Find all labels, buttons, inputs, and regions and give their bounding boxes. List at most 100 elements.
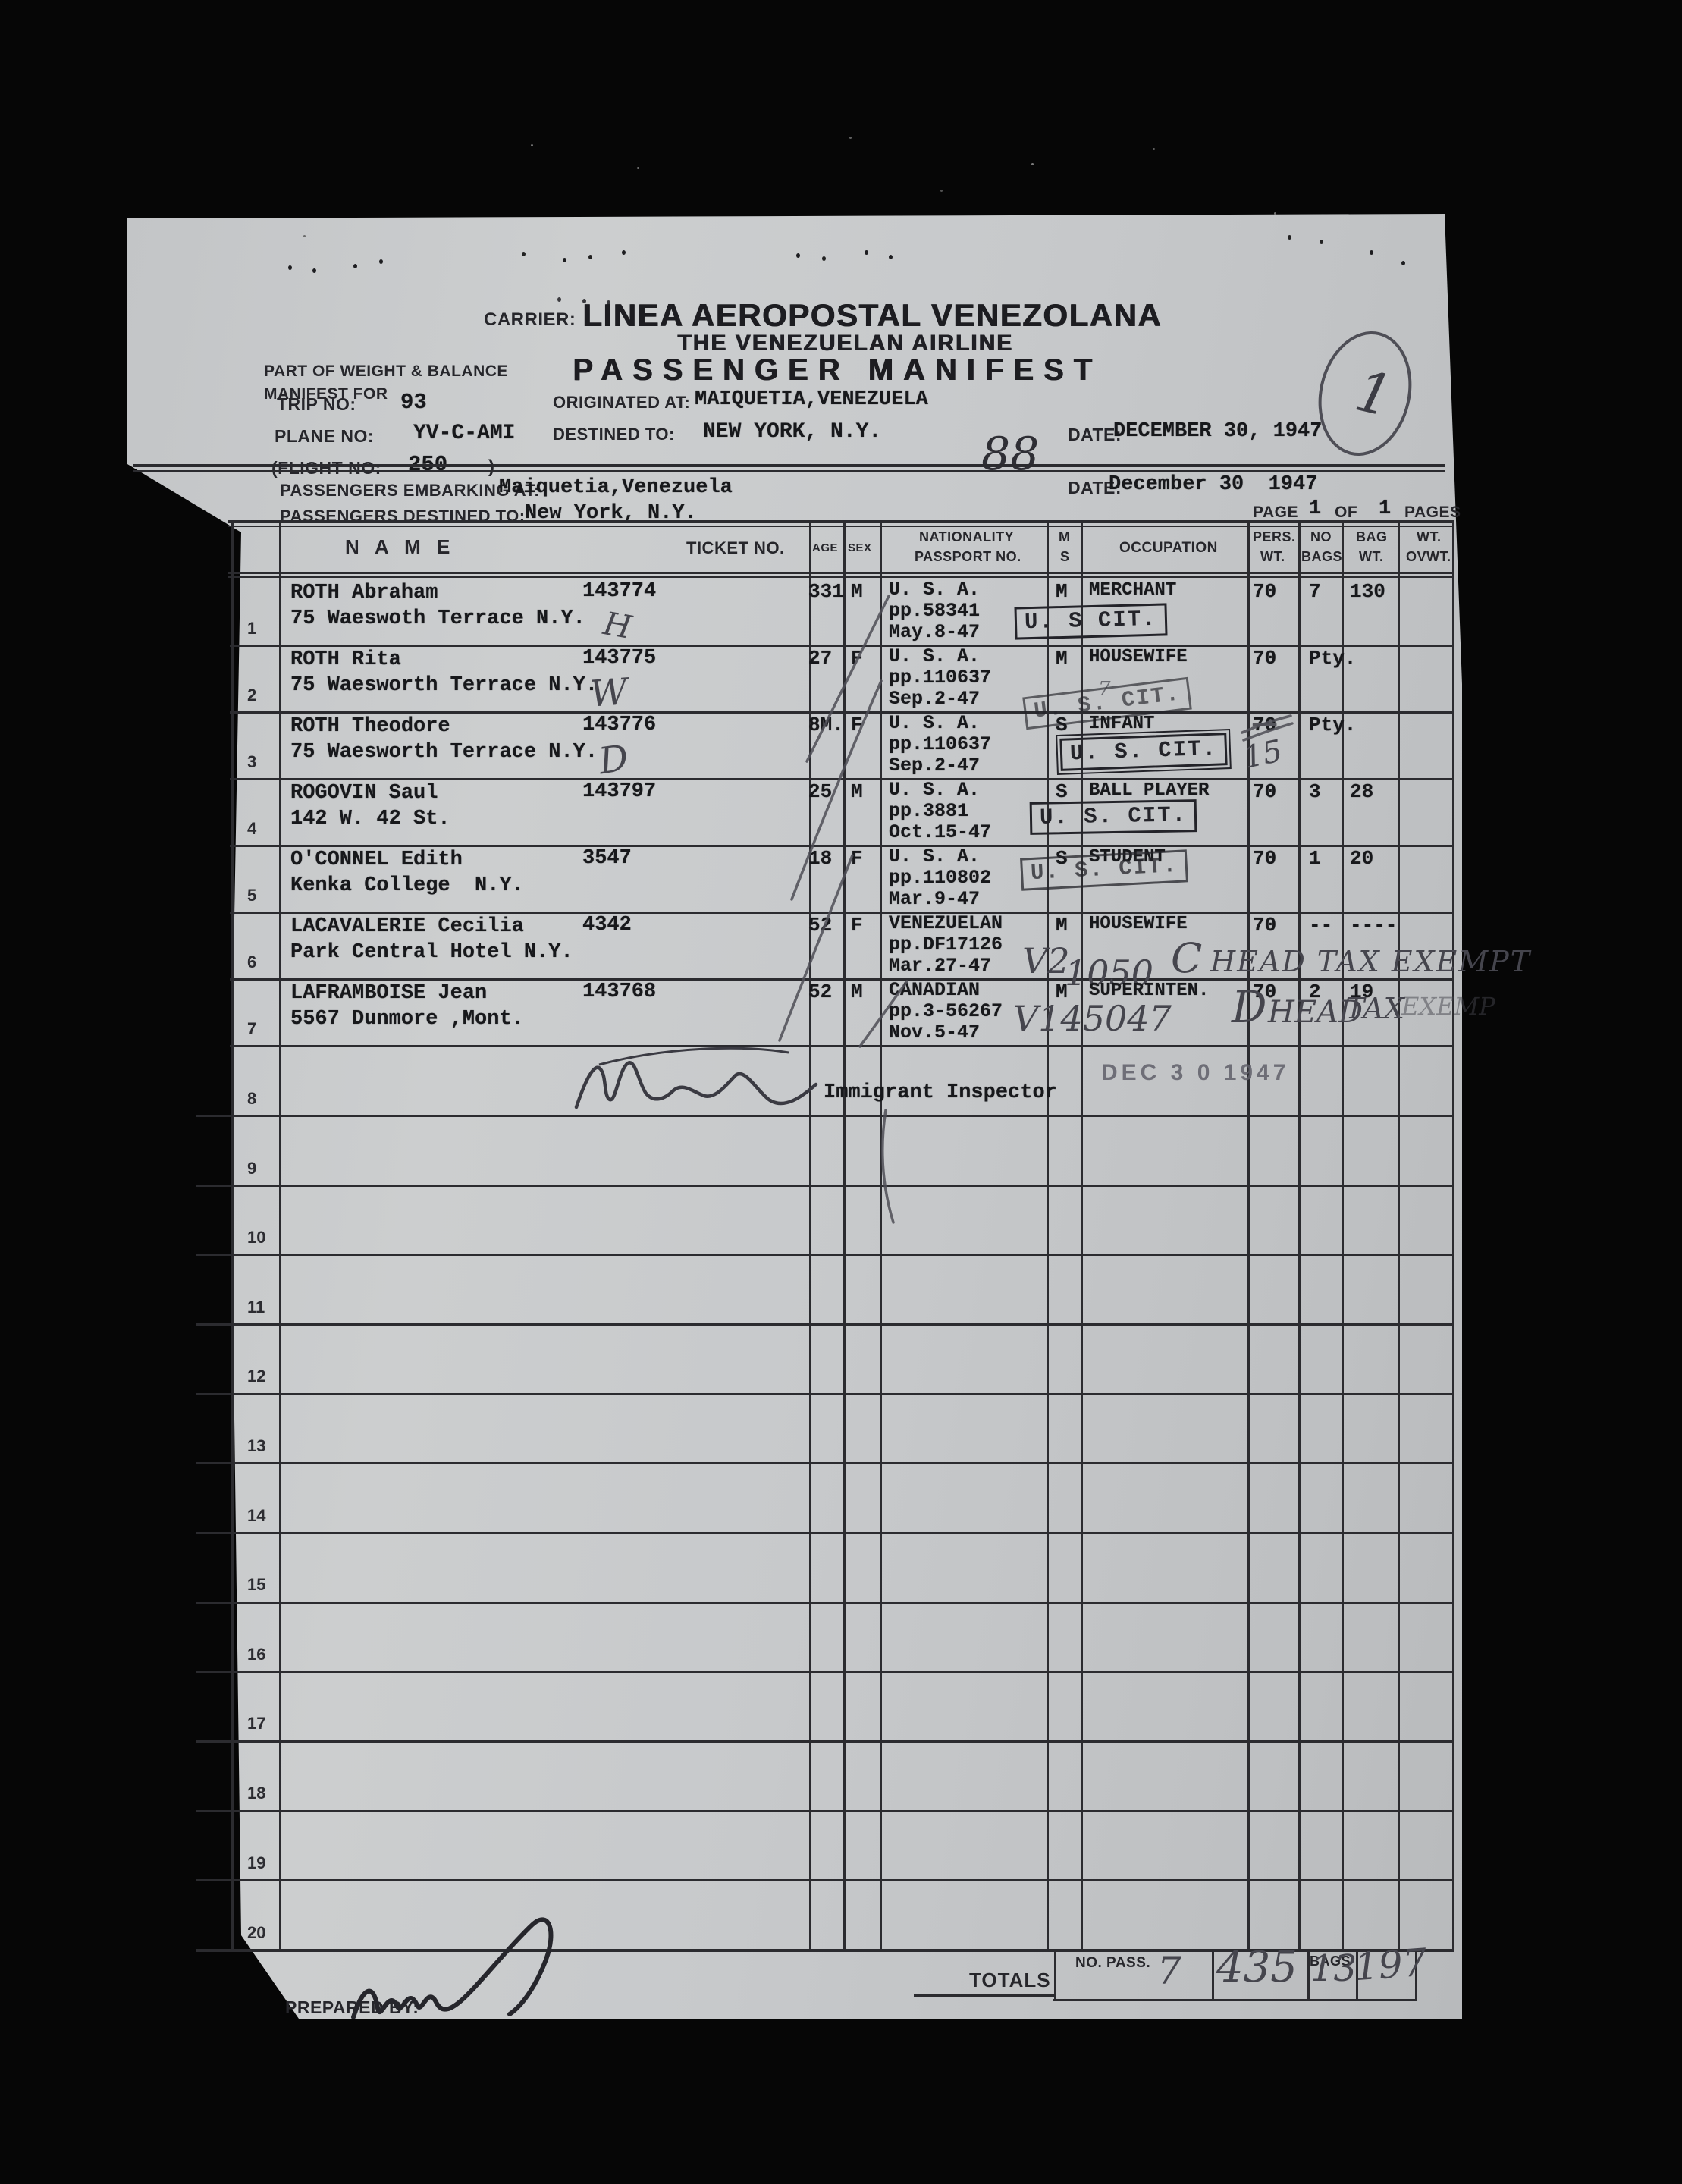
- row-number-10: 10: [247, 1228, 266, 1247]
- pencil-note-88: 88: [981, 428, 1040, 481]
- inspector-signature: [574, 1061, 818, 1109]
- row-4-address: 142 W. 42 St.: [290, 808, 450, 830]
- doc-title: PASSENGER MANIFEST: [573, 353, 1102, 387]
- total-pers-wt-value: 435: [1216, 1943, 1298, 1992]
- total-bags-value: 13: [1310, 1947, 1357, 1990]
- col-header-ms-s: S: [1060, 549, 1070, 564]
- column-line: [1247, 520, 1250, 1949]
- col-header-no-bags-1: NO: [1310, 529, 1332, 544]
- header-bottom-rule: [228, 572, 1453, 574]
- row-5-age: 18: [808, 847, 833, 870]
- row-6-ppd: Mar.27-47: [889, 955, 992, 977]
- weight-note-line1: PART OF WEIGHT & BALANCE: [264, 362, 508, 380]
- col-header-passport: PASSPORT NO.: [915, 549, 1021, 564]
- row-2-ppd: Sep.2-47: [889, 688, 981, 710]
- header-rule: [133, 464, 1445, 467]
- row-5-address: Kenka College N.Y.: [290, 874, 524, 897]
- row-number-14: 14: [247, 1506, 266, 1525]
- row-6-wt: 70: [1253, 914, 1277, 937]
- row-2-ticket: 143775: [582, 647, 657, 670]
- row-4-sex: M: [851, 780, 863, 803]
- carrier-subtitle: THE VENEZUELAN AIRLINE: [677, 331, 1013, 356]
- row-4-bagwt: 28: [1350, 780, 1374, 803]
- pencil-slash-2: [790, 679, 883, 901]
- row-2-pp: pp.110637: [889, 667, 992, 689]
- pencil-annotation: V145047: [1013, 998, 1172, 1039]
- column-line: [809, 520, 811, 1949]
- row-4-bags: 3: [1309, 780, 1321, 803]
- col-header-ms-m: M: [1059, 529, 1071, 544]
- row-1-occ: MERCHANT: [1089, 580, 1177, 601]
- originated-label: ORIGINATED AT:: [553, 393, 691, 412]
- row-divider: [196, 1879, 1452, 1881]
- pencil-annotation: 1050: [1065, 952, 1154, 993]
- row-4-age: 25: [808, 780, 833, 803]
- row-divider: [196, 1671, 1452, 1673]
- row-number-12: 12: [247, 1367, 266, 1385]
- no-pass-label: NO. PASS.: [1075, 1955, 1151, 1971]
- row-4-ticket: 143797: [582, 780, 657, 803]
- row-3-ticket: 143776: [582, 714, 657, 736]
- totals-label: TOTALS: [969, 1969, 1051, 1991]
- column-line: [279, 520, 281, 1949]
- column-line: [1081, 520, 1083, 1949]
- totals-box-line: [1054, 1949, 1056, 2000]
- row-7-bagwt: 19: [1350, 981, 1374, 1003]
- row-4-pp: pp.3881: [889, 800, 969, 822]
- destined-value: NEW YORK, N.Y.: [703, 420, 882, 444]
- column-line: [1342, 520, 1344, 1949]
- row-2-nat: U. S. A.: [889, 645, 981, 667]
- row-6-bags: --: [1309, 914, 1333, 937]
- totals-underline: [914, 1994, 1056, 1997]
- weight-note-line2: MANIFEST FOR: [264, 385, 388, 403]
- row-3-pp: pp.110637: [889, 733, 992, 755]
- row-6-ms: M: [1056, 914, 1068, 937]
- column-line: [231, 520, 234, 1949]
- row-6-bagwt: ----: [1350, 914, 1398, 937]
- header-bottom-rule: [228, 576, 1453, 578]
- date-value: DECEMBER 30, 1947: [1113, 420, 1323, 443]
- page-of-label: OF: [1335, 504, 1358, 521]
- row-7-bags: 2: [1309, 981, 1321, 1003]
- row-number-13: 13: [247, 1436, 266, 1455]
- row-number-4: 4: [247, 819, 257, 838]
- row-divider: [230, 645, 1452, 647]
- totals-box-line: [1356, 1949, 1358, 2000]
- page-number: 1: [1309, 497, 1322, 520]
- row-4-wt: 70: [1253, 780, 1277, 803]
- row-number-9: 9: [247, 1159, 257, 1178]
- pencil-slash-3: [778, 854, 854, 1042]
- flight-label: (FLIGHT NO:: [271, 458, 381, 478]
- scan-noise: [531, 144, 533, 146]
- row-divider: [196, 1532, 1452, 1534]
- row-1-bagwt: 130: [1350, 580, 1385, 603]
- row-5-sex: F: [851, 847, 863, 870]
- col-header-age: AGE: [812, 541, 839, 554]
- pencil-annotation: HEAD: [1268, 995, 1363, 1030]
- row-7-ms: M: [1056, 981, 1068, 1003]
- row-6-ticket: 4342: [582, 914, 632, 937]
- row-6-occ: HOUSEWIFE: [1089, 914, 1188, 934]
- row-3-ppd: Sep.2-47: [889, 755, 981, 777]
- row-4-name: ROGOVIN Saul: [290, 782, 438, 805]
- row-7-pp: pp.3-56267: [889, 1000, 1003, 1022]
- col-header-pers-wt-1: PERS.: [1253, 529, 1296, 544]
- row-divider: [230, 1045, 1452, 1047]
- row-6-address: Park Central Hotel N.Y.: [290, 941, 573, 964]
- row-1-bags: 7: [1309, 580, 1321, 603]
- pencil-annotation: HEAD TAX EXEMPT: [1210, 945, 1532, 978]
- page-total: 1: [1379, 497, 1392, 520]
- row-divider: [196, 1323, 1452, 1326]
- col-header-no-bags-2: BAGS: [1301, 549, 1343, 564]
- column-line: [1298, 520, 1301, 1949]
- col-header-name: N A M E: [345, 535, 456, 558]
- row-4-nat: U. S. A.: [889, 779, 981, 801]
- row-3-occ: INFANT: [1089, 714, 1155, 734]
- row-divider: [230, 711, 1452, 714]
- row-divider: [230, 845, 1452, 847]
- row-1-pp: pp.58341: [889, 600, 981, 622]
- totals-box-bottom: [1053, 1999, 1417, 2001]
- row-7-name: LAFRAMBOISE Jean: [290, 982, 488, 1005]
- row-divider: [196, 1810, 1452, 1812]
